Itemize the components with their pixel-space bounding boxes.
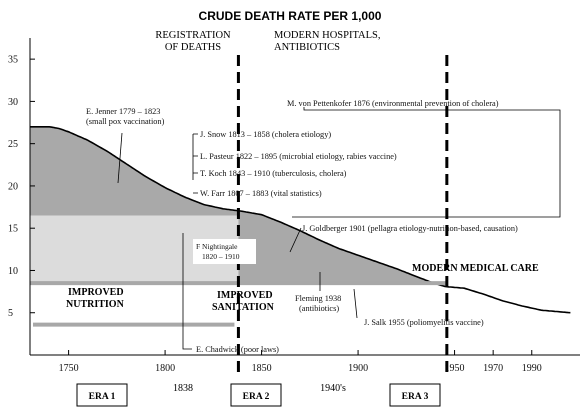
annotation-leaders xyxy=(117,107,561,350)
fleming-label-1: Fleming 1938 xyxy=(295,294,341,303)
era-2-dark-band xyxy=(238,210,447,287)
salk-label: J. Salk 1955 (poliomyelitis vaccine) xyxy=(364,318,484,327)
nightingale-label-1: F Nightingale xyxy=(196,242,238,251)
registration-heading-1: REGISTRATION xyxy=(155,30,231,41)
x-tick-label: 1850 xyxy=(252,363,272,374)
koch-label: T. Koch 1843 – 1910 (tuberculosis, chole… xyxy=(200,169,347,178)
nutrition-label-2: NUTRITION xyxy=(66,299,125,310)
era-2-label: ERA 2 xyxy=(243,392,270,402)
goldberger-label: J. Goldberger 1901 (pellagra etiology-nu… xyxy=(302,224,518,233)
y-tick-label: 35 xyxy=(8,55,18,66)
sanitation-label-2: SANITATION xyxy=(212,302,275,313)
y-tick-label: 30 xyxy=(8,97,18,108)
x-tick-label: 1900 xyxy=(348,363,368,374)
farr-label: W. Farr 1807 – 1883 (vital statistics) xyxy=(200,189,322,198)
chadwick-label: E. Chadwick (poor laws) xyxy=(196,345,279,354)
era-2-box xyxy=(230,383,282,407)
modern-care-label: MODERN MEDICAL CARE xyxy=(412,263,539,274)
y-tick-label: 5 xyxy=(8,308,13,319)
y-tick-label: 20 xyxy=(8,181,18,192)
jenner-label-1: E. Jenner 1779 – 1823 xyxy=(86,107,160,116)
x-tick-label: 1750 xyxy=(59,363,79,374)
era-3-label: ERA 3 xyxy=(402,392,429,402)
y-tick-label: 15 xyxy=(8,224,18,235)
x-tick-label: 1970 xyxy=(483,363,503,374)
axes: 5 10 15 20 25 30 35 1750 1800 1850 1900 1950 1970 199… xyxy=(8,38,580,374)
nutrition-label-1: IMPROVED xyxy=(68,287,124,298)
snow-label: J. Snow 1813 – 1858 (cholera etiology) xyxy=(200,130,331,139)
era-1-dark-band xyxy=(30,126,239,216)
x-tick-label: 1800 xyxy=(155,363,175,374)
vertical-markers xyxy=(236,55,449,378)
x-tick-label: 1950 xyxy=(445,363,465,374)
era-1-label: ERA 1 xyxy=(89,392,116,402)
pettenkofer-label: M. von Pettenkofer 1876 (environmental p… xyxy=(287,99,499,108)
era-1-box xyxy=(76,383,128,407)
marker-1838-label: 1838 xyxy=(173,383,193,394)
nightingale-box xyxy=(193,239,256,264)
nightingale-label-2: 1820 – 1910 xyxy=(202,252,240,261)
fleming-label-2: (antibiotics) xyxy=(299,304,339,313)
pasteur-label: L. Pasteur 1822 – 1895 (microbial etiolo… xyxy=(200,152,397,161)
era-3-box xyxy=(389,383,441,407)
hospitals-heading-2: ANTIBIOTICS xyxy=(274,42,340,53)
marker-1940s-label: 1940's xyxy=(320,383,346,394)
y-tick-label: 10 xyxy=(8,266,18,277)
hospitals-heading-1: MODERN HOSPITALS, xyxy=(274,30,381,41)
sanitation-label-1: IMPROVED xyxy=(217,290,273,301)
jenner-label-2: (small pox vaccination) xyxy=(86,117,165,126)
registration-heading-2: OF DEATHS xyxy=(165,42,221,53)
x-tick-label: 1990 xyxy=(522,363,542,374)
chart-title: CRUDE DEATH RATE PER 1,000 xyxy=(199,9,382,23)
y-tick-label: 25 xyxy=(8,139,18,150)
